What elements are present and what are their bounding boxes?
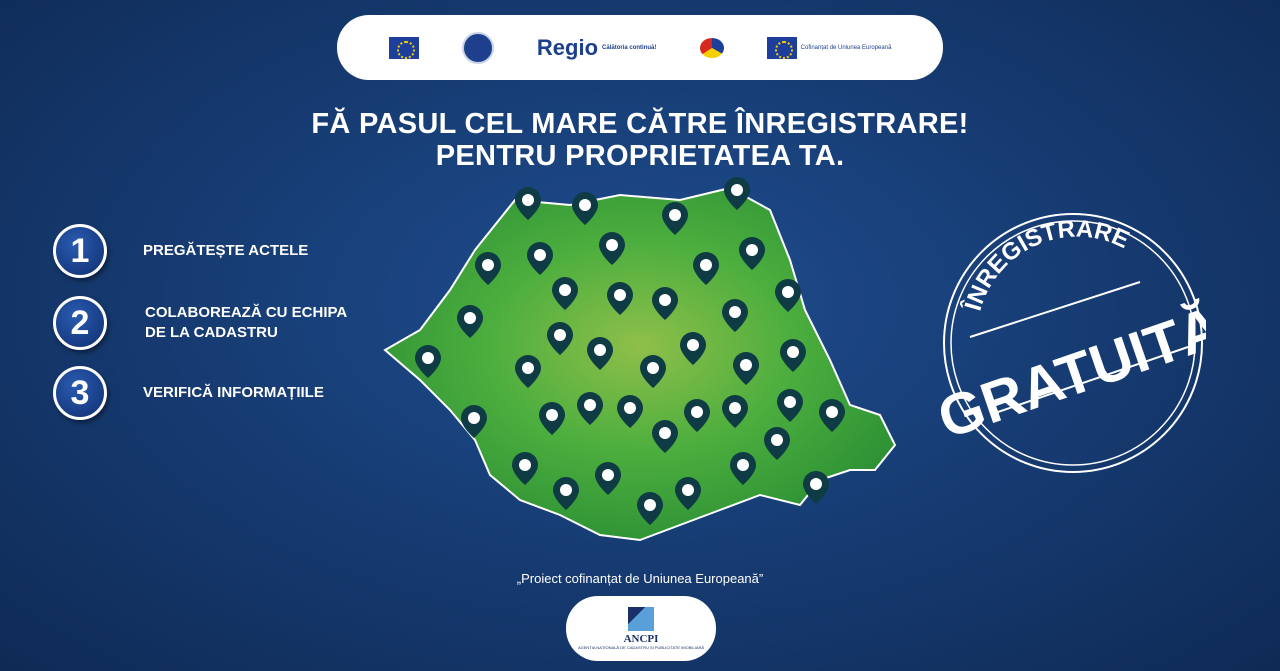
government-logo: [461, 31, 494, 64]
map-pin-dot: [737, 459, 749, 471]
map-pin-dot: [729, 402, 741, 414]
map-pin-dot: [784, 396, 796, 408]
map-pin-dot: [787, 346, 799, 358]
map-pin-dot: [464, 312, 476, 324]
headline: FĂ PASUL CEL MARE CĂTRE ÎNREGISTRARE! PEN…: [0, 108, 1280, 172]
map-pin-dot: [614, 289, 626, 301]
map-pin-dot: [659, 294, 671, 306]
headline-line2: PENTRU PROPRIETATEA TA.: [435, 140, 845, 172]
free-registration-stamp: ÎNREGISTRARE GRATUITĂ: [940, 213, 1206, 473]
map-pin-dot: [606, 239, 618, 251]
structural-instruments-icon: [699, 37, 724, 58]
map-pin-dot: [782, 286, 794, 298]
map-pin-dot: [422, 352, 434, 364]
regio-tagline: Călătoria continuă!: [602, 44, 657, 51]
partner-logos-bar: Regio Călătoria continuă! Cofinanțat de U…: [337, 15, 943, 80]
eu-fund-logo: [388, 36, 419, 59]
svg-text:ÎNREGISTRARE: ÎNREGISTRARE: [959, 215, 1134, 314]
step-number: 1: [53, 224, 107, 278]
map-pin-dot: [826, 406, 838, 418]
map-pin-dot: [468, 412, 480, 424]
map-pin-dot: [669, 209, 681, 221]
government-seal-icon: [461, 31, 494, 64]
stamp-main-text: GRATUITĂ: [940, 294, 1206, 452]
map-pin-dot: [659, 427, 671, 439]
map-pin-dot: [746, 244, 758, 256]
map-pin-dot: [682, 484, 694, 496]
map-pin-dot: [729, 306, 741, 318]
eu-flag-icon: [766, 36, 797, 59]
ancpi-subtitle: AGENȚIA NAȚIONALĂ DE CADASTRU ȘI PUBLICI…: [577, 645, 705, 650]
step-text: COLABOREAZĂ CU ECHIPA: [145, 304, 348, 321]
step-2: 2 COLABOREAZĂ CU ECHIPA DE LA CADASTRU: [53, 296, 347, 350]
step-number: 2: [53, 296, 107, 350]
step-text: VERIFICĂ INFORMAȚIILE: [143, 384, 324, 401]
cofinance-caption: „Proiect cofinanțat de Uniunea Europeană…: [516, 571, 764, 586]
regio-logo: Regio Călătoria continuă!: [536, 34, 657, 60]
map-pin-dot: [560, 484, 572, 496]
map-pin-dot: [691, 406, 703, 418]
map-pin-dot: [810, 478, 822, 490]
map-pin-dot: [594, 344, 606, 356]
map-pin-dot: [482, 259, 494, 271]
map-pin-dot: [519, 459, 531, 471]
step-1: 1 PREGĂTEȘTE ACTELE: [53, 224, 308, 278]
map-pin-dot: [687, 339, 699, 351]
map-pin-dot: [740, 359, 752, 371]
romania-map: [383, 177, 897, 542]
map-pin-dot: [522, 362, 534, 374]
map-pin-dot: [554, 329, 566, 341]
step-text: PREGĂTEȘTE ACTELE: [143, 242, 309, 259]
map-pin-dot: [534, 249, 546, 261]
regio-name: Regio: [536, 34, 599, 60]
ancpi-name: ANCPI: [623, 633, 659, 645]
map-outline: [383, 186, 897, 542]
map-pin-dot: [700, 259, 712, 271]
map-pin-dot: [647, 362, 659, 374]
cofinance-logo: Cofinanțat de Uniunea Europeană: [766, 36, 892, 59]
map-pin-dot: [546, 409, 558, 421]
structural-instruments-logo: [699, 37, 724, 58]
map-pin-dot: [771, 434, 783, 446]
map-pin-dot: [644, 499, 656, 511]
map-pin-dot: [559, 284, 571, 296]
map-pin-dot: [579, 199, 591, 211]
map-pin-dot: [624, 402, 636, 414]
step-text: DE LA CADASTRU: [145, 324, 278, 341]
headline-line1: FĂ PASUL CEL MARE CĂTRE ÎNREGISTRARE!: [311, 108, 969, 140]
map-pin-dot: [584, 399, 596, 411]
map-pin-dot: [522, 194, 534, 206]
cofinance-text: Cofinanțat de Uniunea Europeană: [800, 44, 892, 51]
map-pin-dot: [731, 184, 743, 196]
eu-flag-icon: [388, 36, 419, 59]
stamp-top-text: ÎNREGISTRARE: [959, 215, 1134, 314]
step-3: 3 VERIFICĂ INFORMAȚIILE: [53, 366, 324, 420]
map-pin-dot: [602, 469, 614, 481]
ancpi-mark-icon: [628, 607, 654, 631]
step-number: 3: [53, 366, 107, 420]
ancpi-logo: ANCPI AGENȚIA NAȚIONALĂ DE CADASTRU ȘI PU…: [566, 596, 716, 661]
